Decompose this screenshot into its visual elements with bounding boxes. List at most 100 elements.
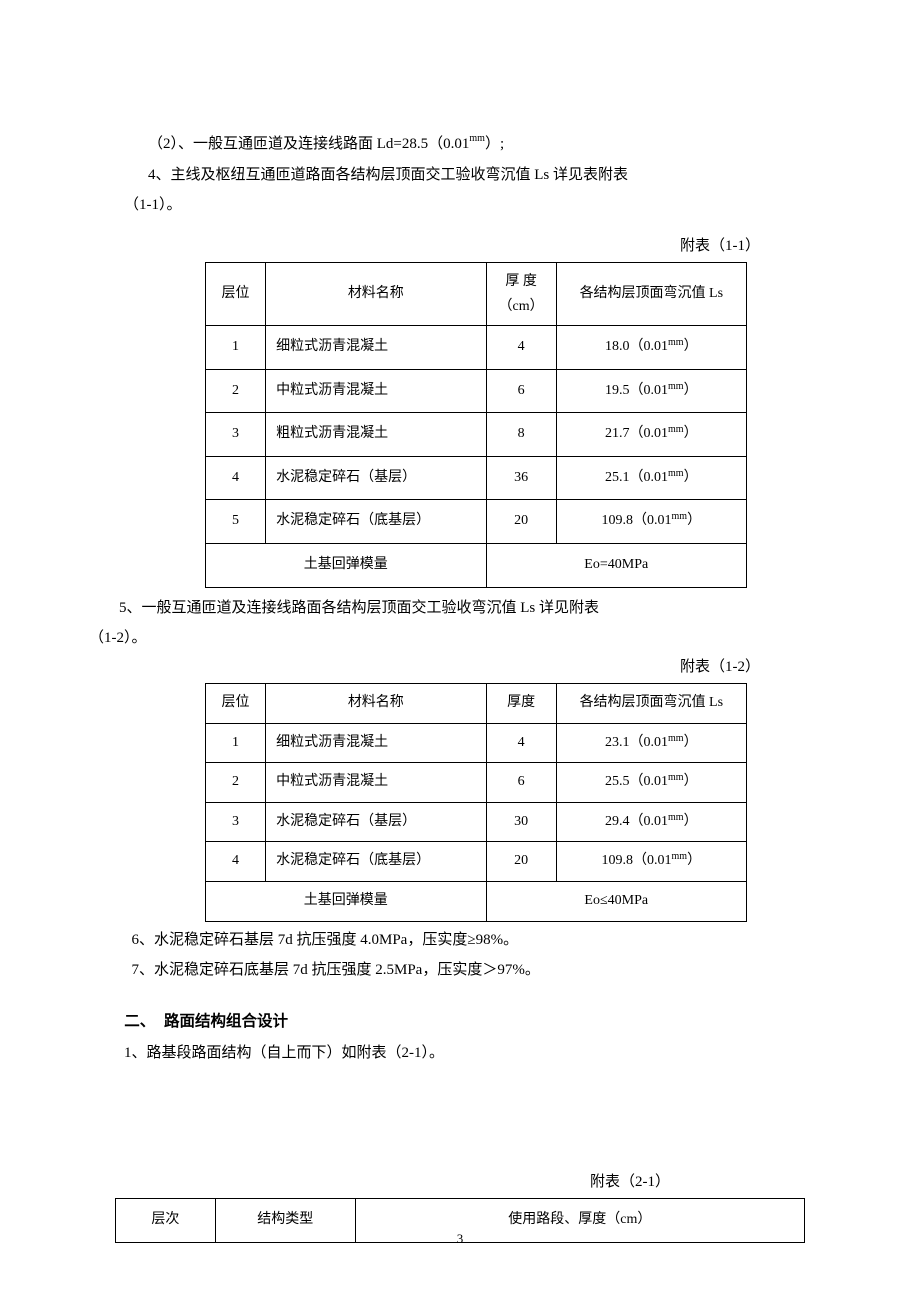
paragraph-text: 6、水泥稳定碎石基层 7d 抗压强度 4.0MPa，压实度≥98%。 [115, 926, 805, 955]
cell-layer: 5 [206, 500, 266, 544]
value-text: 25.1（0.01 [605, 470, 668, 485]
cell-thickness: 6 [486, 369, 556, 413]
header-layer: 层位 [206, 684, 266, 724]
table-header-row: 层位 材料名称 厚度 各结构层顶面弯沉值 Ls [206, 684, 747, 724]
value-tail: ） [684, 735, 698, 750]
text-tail: ）; [485, 136, 504, 152]
heading-number: 二、 [124, 1013, 155, 1030]
cell-thickness: 20 [486, 500, 556, 544]
value-text: 18.0（0.01 [605, 339, 668, 354]
heading-text: 路面结构组合设计 [164, 1013, 288, 1030]
section-heading: 二、 路面结构组合设计 [115, 1007, 805, 1036]
header-material: 材料名称 [266, 263, 486, 326]
cell-thickness: 6 [486, 763, 556, 803]
unit-superscript: mm [469, 133, 485, 144]
cell-thickness: 4 [486, 723, 556, 763]
header-thick-bot: （cm） [491, 296, 552, 317]
value-text: 29.4（0.01 [605, 814, 668, 829]
value-text: 19.5（0.01 [605, 383, 668, 398]
paragraph-text: 5、一般互通匝道及连接线路面各结构层顶面交工验收弯沉值 Ls 详见附表 [89, 594, 805, 623]
cell-value: 109.8（0.01mm） [556, 842, 746, 882]
cell-material: 水泥稳定碎石（底基层） [266, 500, 486, 544]
cell-material: 水泥稳定碎石（基层） [266, 456, 486, 500]
cell-value: 109.8（0.01mm） [556, 500, 746, 544]
cell-thickness: 8 [486, 413, 556, 457]
cell-layer: 3 [206, 413, 266, 457]
page-number: 3 [0, 1227, 920, 1252]
table-footer-row: 土基回弹模量 Eo≤40MPa [206, 882, 747, 922]
value-text: 23.1（0.01 [605, 735, 668, 750]
table-caption: 附表（1-2） [115, 653, 805, 682]
header-thickness: 厚 度 （cm） [486, 263, 556, 326]
value-text: 109.8（0.01 [602, 853, 672, 868]
footer-left: 土基回弹模量 [206, 543, 487, 587]
value-tail: ） [684, 774, 698, 789]
footer-right: Eo≤40MPa [486, 882, 746, 922]
table-caption: 附表（1-1） [115, 232, 805, 261]
text-content: （2）、一般互通匝道及连接线路面 Ld=28.5（0.01 [148, 136, 469, 152]
header-material: 材料名称 [266, 684, 486, 724]
cell-layer: 3 [206, 802, 266, 842]
value-tail: ） [684, 470, 698, 485]
unit-superscript: mm [668, 812, 684, 823]
cell-layer: 2 [206, 369, 266, 413]
cell-thickness: 36 [486, 456, 556, 500]
header-thickness: 厚度 [486, 684, 556, 724]
unit-superscript: mm [668, 733, 684, 744]
header-value: 各结构层顶面弯沉值 Ls [556, 263, 746, 326]
cell-value: 21.7（0.01mm） [556, 413, 746, 457]
cell-material: 中粒式沥青混凝土 [266, 369, 486, 413]
unit-superscript: mm [672, 511, 688, 522]
cell-value: 19.5（0.01mm） [556, 369, 746, 413]
cell-value: 25.1（0.01mm） [556, 456, 746, 500]
table-header-row: 层位 材料名称 厚 度 （cm） 各结构层顶面弯沉值 Ls [206, 263, 747, 326]
table-row: 1细粒式沥青混凝土418.0（0.01mm） [206, 326, 747, 370]
table-row: 4水泥稳定碎石（基层）3625.1（0.01mm） [206, 456, 747, 500]
value-tail: ） [687, 513, 701, 528]
unit-superscript: mm [668, 424, 684, 435]
unit-superscript: mm [668, 772, 684, 783]
paragraph-text: 4、主线及枢纽互通匝道路面各结构层顶面交工验收弯沉值 Ls 详见表附表 [115, 161, 805, 190]
cell-layer: 4 [206, 842, 266, 882]
value-tail: ） [687, 853, 701, 868]
cell-material: 水泥稳定碎石（底基层） [266, 842, 486, 882]
table-row: 1细粒式沥青混凝土423.1（0.01mm） [206, 723, 747, 763]
cell-layer: 4 [206, 456, 266, 500]
cell-material: 细粒式沥青混凝土 [266, 723, 486, 763]
paragraph-text: （2）、一般互通匝道及连接线路面 Ld=28.5（0.01mm）; [115, 130, 805, 159]
header-value: 各结构层顶面弯沉值 Ls [556, 684, 746, 724]
paragraph-text: （1-2）。 [89, 624, 805, 653]
table-1-2: 层位 材料名称 厚度 各结构层顶面弯沉值 Ls 1细粒式沥青混凝土423.1（0… [205, 683, 747, 922]
value-tail: ） [684, 426, 698, 441]
paragraph-text: （1-1）。 [115, 191, 805, 220]
table-row: 5水泥稳定碎石（底基层）20109.8（0.01mm） [206, 500, 747, 544]
cell-material: 细粒式沥青混凝土 [266, 326, 486, 370]
cell-material: 中粒式沥青混凝土 [266, 763, 486, 803]
table-caption: 附表（2-1） [115, 1168, 805, 1197]
table-row: 2中粒式沥青混凝土619.5（0.01mm） [206, 369, 747, 413]
cell-layer: 2 [206, 763, 266, 803]
cell-layer: 1 [206, 723, 266, 763]
cell-layer: 1 [206, 326, 266, 370]
cell-thickness: 4 [486, 326, 556, 370]
header-thick-top: 厚 度 [491, 271, 552, 292]
paragraph-text: 7、水泥稳定碎石底基层 7d 抗压强度 2.5MPa，压实度＞97%。 [115, 956, 805, 985]
unit-superscript: mm [672, 851, 688, 862]
cell-thickness: 20 [486, 842, 556, 882]
table-1-1: 层位 材料名称 厚 度 （cm） 各结构层顶面弯沉值 Ls 1细粒式沥青混凝土4… [205, 262, 747, 588]
paragraph-text: 1、路基段路面结构（自上而下）如附表（2-1）。 [115, 1039, 805, 1068]
table-row: 4水泥稳定碎石（底基层）20109.8（0.01mm） [206, 842, 747, 882]
unit-superscript: mm [668, 381, 684, 392]
table-row: 3水泥稳定碎石（基层）3029.4（0.01mm） [206, 802, 747, 842]
table-footer-row: 土基回弹模量 Eo=40MPa [206, 543, 747, 587]
cell-thickness: 30 [486, 802, 556, 842]
value-text: 109.8（0.01 [602, 513, 672, 528]
cell-value: 23.1（0.01mm） [556, 723, 746, 763]
value-text: 21.7（0.01 [605, 426, 668, 441]
header-layer: 层位 [206, 263, 266, 326]
cell-material: 水泥稳定碎石（基层） [266, 802, 486, 842]
footer-left: 土基回弹模量 [206, 882, 487, 922]
table-row: 2中粒式沥青混凝土6 25.5（0.01mm） [206, 763, 747, 803]
cell-material: 粗粒式沥青混凝土 [266, 413, 486, 457]
value-text: 25.5（0.01 [605, 774, 668, 789]
